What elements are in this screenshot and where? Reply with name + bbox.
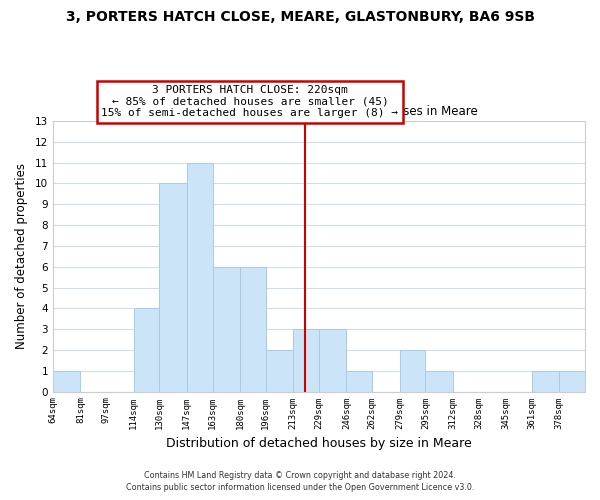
Bar	[212, 266, 240, 392]
Bar	[319, 329, 346, 392]
Bar	[160, 184, 187, 392]
Bar	[400, 350, 425, 392]
Y-axis label: Number of detached properties: Number of detached properties	[15, 164, 28, 350]
Bar	[425, 370, 453, 392]
Bar	[266, 350, 293, 392]
Text: 3, PORTERS HATCH CLOSE, MEARE, GLASTONBURY, BA6 9SB: 3, PORTERS HATCH CLOSE, MEARE, GLASTONBU…	[65, 10, 535, 24]
Bar	[346, 370, 372, 392]
Title: Size of property relative to detached houses in Meare: Size of property relative to detached ho…	[160, 106, 478, 118]
Bar	[53, 370, 80, 392]
Bar	[240, 266, 266, 392]
Bar	[293, 329, 319, 392]
Bar	[187, 162, 212, 392]
Bar	[559, 370, 585, 392]
X-axis label: Distribution of detached houses by size in Meare: Distribution of detached houses by size …	[166, 437, 472, 450]
Text: 3 PORTERS HATCH CLOSE: 220sqm
← 85% of detached houses are smaller (45)
15% of s: 3 PORTERS HATCH CLOSE: 220sqm ← 85% of d…	[101, 85, 398, 118]
Bar	[134, 308, 160, 392]
Text: Contains HM Land Registry data © Crown copyright and database right 2024.
Contai: Contains HM Land Registry data © Crown c…	[126, 471, 474, 492]
Bar	[532, 370, 559, 392]
